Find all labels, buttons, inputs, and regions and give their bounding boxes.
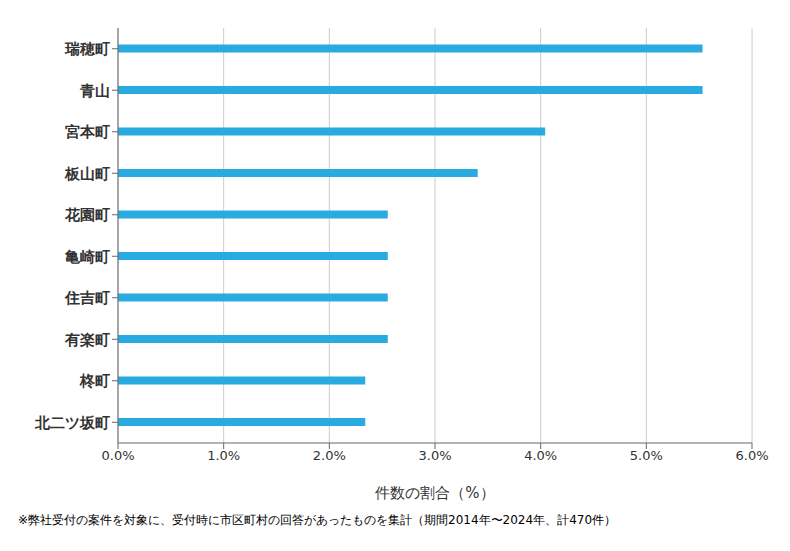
svg-text:6.0%: 6.0%: [735, 448, 768, 463]
svg-text:4.0%: 4.0%: [524, 448, 557, 463]
svg-text:花園町: 花園町: [64, 206, 110, 224]
svg-text:板山町: 板山町: [64, 165, 110, 183]
svg-text:瑞穂町: 瑞穂町: [64, 40, 110, 58]
svg-text:5.0%: 5.0%: [630, 448, 663, 463]
svg-text:柊町: 柊町: [79, 372, 110, 390]
svg-text:件数の割合（%）: 件数の割合（%）: [375, 484, 494, 502]
svg-text:北二ツ坂町: 北二ツ坂町: [34, 414, 110, 432]
svg-text:0.0%: 0.0%: [101, 448, 134, 463]
svg-text:3.0%: 3.0%: [418, 448, 451, 463]
svg-text:宮本町: 宮本町: [65, 123, 110, 141]
svg-text:亀崎町: 亀崎町: [64, 248, 110, 266]
svg-text:住吉町: 住吉町: [64, 289, 110, 307]
svg-text:有楽町: 有楽町: [64, 331, 110, 349]
svg-text:2.0%: 2.0%: [313, 448, 346, 463]
svg-text:1.0%: 1.0%: [207, 448, 240, 463]
svg-text:青山: 青山: [79, 82, 110, 100]
html-text:※弊社受付の案件を対象に、受付時に市区町村の回答があったもの: ※弊社受付の案件を対象に、受付時に市区町村の回答があったものを集計（期間2014…: [18, 513, 616, 527]
